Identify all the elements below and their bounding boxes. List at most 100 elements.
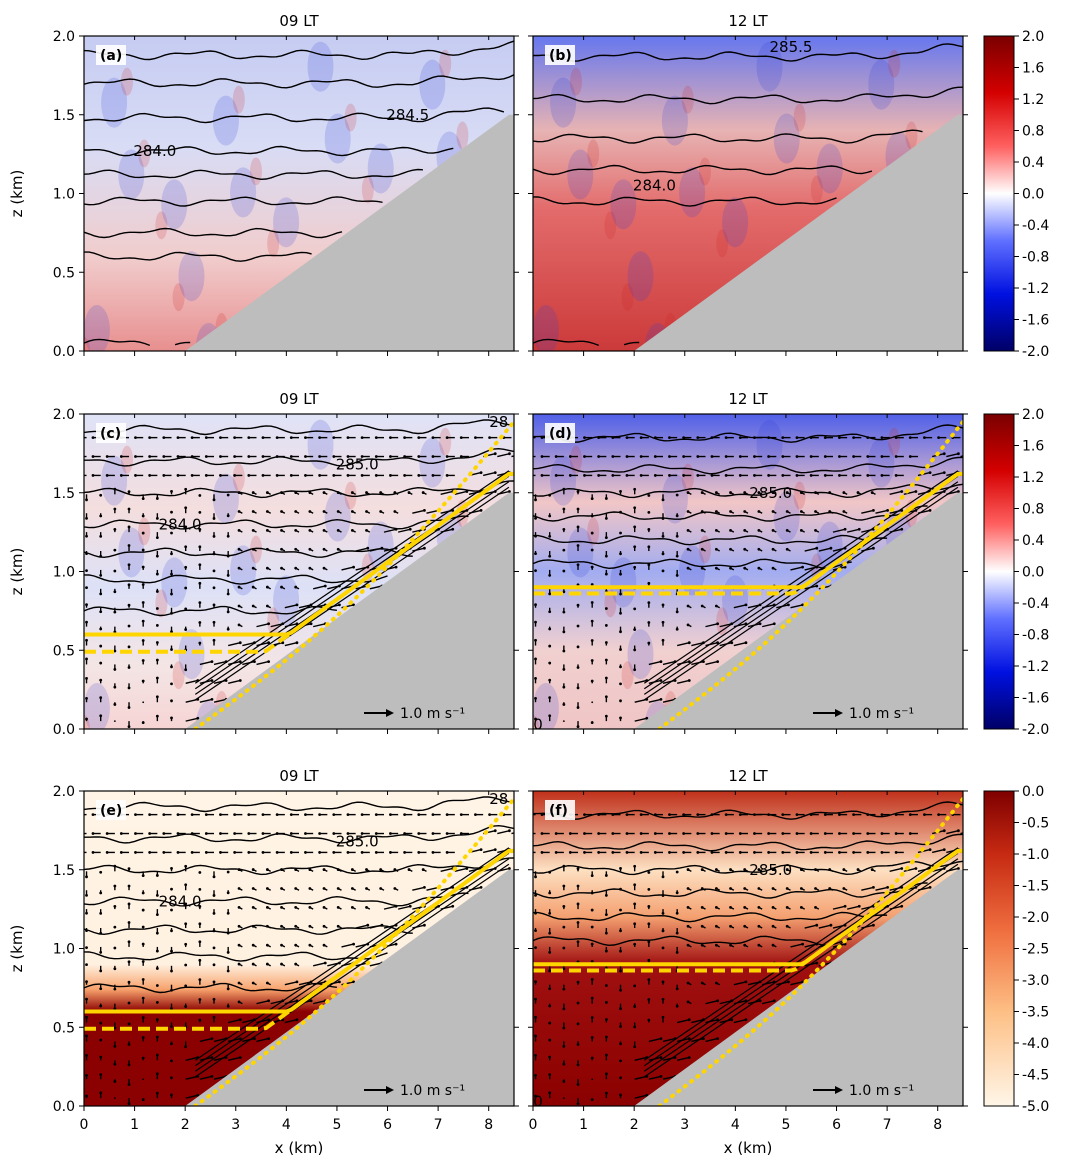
wind-vector-head xyxy=(445,832,449,835)
wind-vector-head xyxy=(247,851,251,854)
wind-vector-head xyxy=(604,984,608,987)
wind-vector-head xyxy=(294,491,298,494)
wind-vector-head xyxy=(661,603,665,607)
wind-vector xyxy=(468,886,482,891)
contour-line xyxy=(84,227,343,239)
plot-area: 285.00 xyxy=(526,791,963,1106)
wind-vector-head xyxy=(99,1091,103,1095)
wind-vector-head xyxy=(583,813,586,817)
wind-vector xyxy=(931,471,945,477)
wind-vector-head xyxy=(238,679,242,682)
wind-vector-head xyxy=(597,832,601,835)
wind-vector xyxy=(228,660,241,666)
y-tick-label: 1.0 xyxy=(53,565,75,581)
wind-vector-head xyxy=(526,832,529,835)
wind-vector-head xyxy=(900,527,904,531)
wind-vector-head xyxy=(294,905,298,909)
wind-vector-head xyxy=(275,851,279,854)
wind-vector-head xyxy=(687,1018,691,1022)
wind-vector-head xyxy=(380,923,384,927)
colorbar-tick-label: -3.0 xyxy=(1022,973,1049,989)
wind-vector-head xyxy=(127,583,131,587)
wind-vector-head xyxy=(714,547,718,551)
wind-vector-head xyxy=(224,660,228,663)
wind-vector-head xyxy=(785,868,789,871)
field-blob xyxy=(456,121,469,150)
wind-vector-head xyxy=(767,851,771,854)
wind-vector-head xyxy=(162,813,166,817)
wind-vector-head xyxy=(85,516,88,520)
wind-vector-head xyxy=(590,583,594,586)
wind-vector-head xyxy=(451,508,455,512)
wind-vector-head xyxy=(198,601,202,605)
wind-vector-head xyxy=(801,565,804,569)
wind-vector-head xyxy=(729,943,732,947)
contour-label: 28 xyxy=(489,413,508,431)
wind-vector-head xyxy=(365,905,368,909)
wind-vector-head xyxy=(738,813,742,817)
colorbar-tick-label: 0.0 xyxy=(1022,187,1044,203)
contour-line xyxy=(533,558,852,570)
wind-vector-head xyxy=(127,725,131,728)
wind-vector-head xyxy=(814,905,817,909)
wind-vector-head xyxy=(408,904,412,908)
wind-vector xyxy=(256,660,269,666)
wind-vector-head xyxy=(866,474,870,477)
wind-vector-head xyxy=(894,832,898,835)
wind-vector-head xyxy=(295,622,299,626)
wind-vector-head xyxy=(548,1021,552,1025)
wind-vector-head xyxy=(700,924,704,928)
wind-vector-head xyxy=(633,922,637,926)
field-blob xyxy=(627,251,654,302)
wind-vector-head xyxy=(647,601,651,605)
wind-vector-head xyxy=(141,978,145,981)
wind-vector-head xyxy=(113,946,117,950)
y-tick-label: 0.0 xyxy=(53,344,75,360)
wind-vector-head xyxy=(350,510,354,513)
wind-vector xyxy=(662,679,676,685)
wind-vector xyxy=(931,848,945,854)
wind-vector-head xyxy=(445,851,449,854)
yellow-dotted-line xyxy=(657,796,963,1106)
field-blob xyxy=(533,305,559,351)
wind-vector-head xyxy=(141,531,145,535)
wind-vector-head xyxy=(190,832,194,835)
wind-vector-head xyxy=(148,455,152,458)
wind-vector xyxy=(705,1037,718,1043)
wind-vector-head xyxy=(148,813,152,817)
wind-vector-head xyxy=(170,908,173,912)
wind-vector-head xyxy=(971,452,974,455)
wind-vector-head xyxy=(730,999,734,1003)
wind-vector-head xyxy=(548,534,552,538)
wind-vector xyxy=(705,1019,718,1024)
wind-vector-head xyxy=(309,980,313,984)
wind-vector-head xyxy=(280,887,283,890)
wind-vector-head xyxy=(675,931,679,935)
wind-vector-head xyxy=(743,547,747,551)
wind-vector xyxy=(861,528,874,533)
wind-vector-head xyxy=(261,455,265,458)
wind-vector-head xyxy=(590,565,594,569)
wind-vector xyxy=(861,924,874,929)
wind-vector-head xyxy=(226,627,230,631)
wind-vector-head xyxy=(625,813,629,817)
wind-vector-head xyxy=(267,1037,271,1040)
wind-vector-head xyxy=(99,514,103,518)
wind-vector xyxy=(412,886,425,891)
wind-vector-head xyxy=(696,813,700,817)
wind-vector-head xyxy=(619,648,622,651)
wind-vector-head xyxy=(729,510,732,513)
wind-vector-head xyxy=(534,569,537,573)
wind-vector-head xyxy=(647,940,651,944)
wind-vector-head xyxy=(198,888,202,891)
wind-vector-head xyxy=(604,572,608,576)
wind-vector xyxy=(889,528,902,533)
wind-vector-head xyxy=(686,510,690,513)
wind-vector-head xyxy=(823,813,827,817)
wind-vector-head xyxy=(914,867,918,870)
wind-vector xyxy=(662,660,676,666)
wind-vector-head xyxy=(870,868,874,871)
field-blob xyxy=(604,589,617,618)
wind-vector-head xyxy=(857,527,861,531)
wind-vector xyxy=(733,642,747,647)
